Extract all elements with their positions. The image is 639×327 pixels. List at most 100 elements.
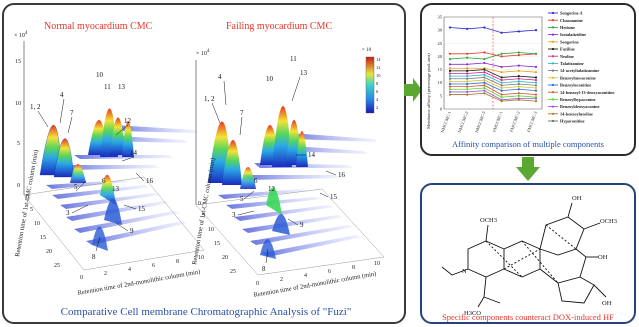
peak-label: 15 — [138, 205, 146, 213]
data-point — [448, 52, 452, 55]
data-point — [517, 88, 520, 91]
legend-label: 14-acetyltalatizamine — [560, 68, 599, 73]
data-point — [448, 82, 452, 86]
legend-marker — [551, 76, 555, 79]
series-line — [450, 67, 537, 73]
och3-label: OCH3 — [480, 217, 497, 224]
data-point — [448, 93, 452, 96]
peak-label: 14 — [308, 151, 316, 159]
structure-bonds — [441, 202, 607, 308]
legend-label: Songorine — [560, 39, 579, 44]
y-tick: 15 — [40, 235, 46, 241]
data-point — [483, 68, 486, 71]
svg-text:2: 2 — [376, 105, 378, 110]
data-point — [448, 72, 452, 75]
peak-label: 13 — [118, 83, 126, 91]
affinity-legend: Songorine A Chasmanine Hetisine Isotalatizi… — [548, 11, 615, 124]
y-tick-label: 10 — [438, 80, 443, 85]
data-point — [466, 67, 469, 70]
data-point — [500, 84, 503, 87]
h3co-label: H3CO — [464, 310, 481, 317]
peak-label: 15 — [330, 193, 338, 201]
data-point — [483, 73, 486, 76]
legend-marker — [551, 19, 555, 22]
right-arrow-icon — [404, 78, 422, 102]
y-tick-label: 15 — [438, 67, 443, 72]
data-point — [466, 27, 469, 30]
data-point — [500, 86, 503, 90]
peak-label: 4 — [60, 91, 64, 99]
scale-label-right: × 104 — [196, 49, 210, 57]
legend-label: Chasmanine — [560, 18, 583, 23]
peak-label: 10 — [266, 75, 274, 83]
data-point — [466, 80, 469, 83]
peak-label: 7 — [240, 109, 244, 117]
data-point — [534, 89, 538, 92]
series-line — [450, 84, 537, 95]
affinity-ylabel: Membrane affinity (percentage peak area) — [426, 53, 431, 129]
data-point — [483, 92, 486, 95]
svg-text:10: 10 — [376, 73, 381, 78]
legend-marker — [551, 26, 555, 29]
data-point — [466, 75, 469, 78]
legend-label: Hypaconitine — [560, 119, 585, 124]
legend-label: Talatizamine — [560, 61, 584, 66]
svg-text:8: 8 — [376, 81, 379, 86]
peak-label: 12 — [124, 117, 132, 125]
x-tick: 10 — [374, 261, 380, 267]
data-point — [466, 52, 469, 55]
peak-label: 5 — [74, 183, 78, 191]
peak-label: 4 — [218, 73, 222, 81]
peak-label: 3 — [66, 209, 70, 217]
data-point — [466, 69, 469, 72]
x-tick: 8 — [352, 265, 355, 271]
peak-label: 16 — [338, 171, 346, 179]
peak-label: 10 — [96, 71, 104, 79]
data-point — [534, 29, 538, 32]
data-point — [500, 81, 503, 84]
legend-marker — [551, 112, 555, 115]
series-line — [450, 71, 537, 81]
svg-text:12: 12 — [376, 65, 381, 70]
y-tick-label: 25 — [438, 41, 443, 46]
series-line — [450, 77, 537, 86]
peak-label: 6 — [254, 177, 258, 185]
series-line — [449, 27, 537, 34]
svg-text:6: 6 — [376, 89, 379, 94]
y-tick-label: 30 — [438, 28, 443, 33]
x-tick: 2 — [280, 277, 283, 283]
data-point — [517, 64, 520, 67]
data-point — [483, 57, 486, 61]
peak-label: 11 — [104, 83, 111, 91]
peak-label: 13 — [112, 185, 120, 193]
z-tick: 5 — [17, 141, 20, 147]
data-point — [534, 86, 538, 90]
cmc-analysis-panel: Normal myocardium CMC Failing myocardium… — [2, 3, 406, 324]
z-tick: 0 — [17, 183, 20, 189]
data-point — [483, 76, 486, 79]
peak-label: 8 — [92, 253, 96, 261]
oh-label: OH — [602, 300, 612, 307]
affinity-caption: Affinity comparison of multiple componen… — [452, 139, 604, 149]
series-line — [450, 69, 537, 78]
data-point — [448, 26, 452, 29]
data-point — [534, 93, 538, 96]
oh-label: OH — [598, 254, 608, 261]
x-tick-label: FMCCMC-1 — [491, 111, 503, 133]
data-point — [500, 100, 503, 103]
data-point — [517, 94, 520, 97]
x-tick: 0 — [80, 275, 83, 281]
legend-label: Neoline — [560, 54, 574, 59]
data-point — [448, 69, 452, 72]
cmc-3d-plots: Normal myocardium CMC Failing myocardium… — [14, 21, 385, 318]
x-tick: 6 — [152, 263, 155, 269]
data-point — [483, 61, 486, 65]
series-line — [450, 82, 537, 92]
x-axis-label: Retention time of 2nd-monolithic column … — [77, 268, 201, 296]
data-point — [483, 84, 486, 87]
data-point — [466, 82, 469, 86]
failing-3d-plot: 1, 2 4 7 10 11 13 14 16 15 5 12 9 8 3 6 — [191, 48, 385, 299]
data-point — [466, 90, 469, 94]
y-tick: 0 — [26, 195, 29, 201]
